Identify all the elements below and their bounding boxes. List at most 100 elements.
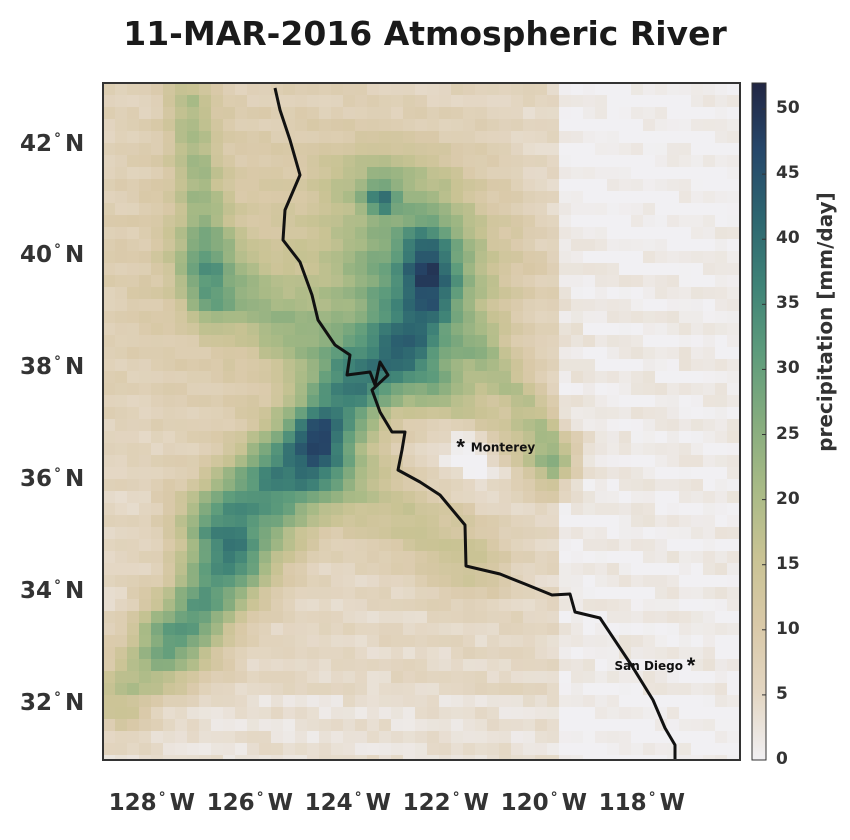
- grid-cell: [655, 479, 667, 491]
- grid-cell: [115, 167, 127, 179]
- grid-cell: [607, 311, 619, 323]
- grid-cell: [235, 479, 247, 491]
- grid-cell: [499, 275, 511, 287]
- grid-cell: [667, 203, 679, 215]
- grid-cell: [115, 515, 127, 527]
- grid-cell: [451, 191, 463, 203]
- grid-cell: [415, 107, 427, 119]
- grid-cell: [703, 623, 715, 635]
- grid-cell: [679, 383, 691, 395]
- grid-cell: [451, 95, 463, 107]
- grid-cell: [103, 695, 115, 707]
- grid-cell: [319, 251, 331, 263]
- grid-cell: [331, 419, 343, 431]
- grid-cell: [679, 731, 691, 743]
- grid-cell: [211, 647, 223, 659]
- grid-cell: [103, 563, 115, 575]
- grid-cell: [607, 671, 619, 683]
- grid-cell: [535, 599, 547, 611]
- grid-cell: [643, 263, 655, 275]
- grid-cell: [631, 143, 643, 155]
- grid-cell: [379, 599, 391, 611]
- grid-cell: [631, 419, 643, 431]
- grid-cell: [235, 599, 247, 611]
- y-tick-value: 38: [20, 354, 53, 381]
- grid-cell: [487, 443, 499, 455]
- grid-cell: [523, 227, 535, 239]
- grid-cell: [151, 239, 163, 251]
- grid-cell: [475, 503, 487, 515]
- grid-cell: [187, 179, 199, 191]
- grid-cell: [691, 575, 703, 587]
- grid-cell: [175, 227, 187, 239]
- grid-cell: [259, 683, 271, 695]
- grid-cell: [559, 671, 571, 683]
- grid-cell: [163, 635, 175, 647]
- grid-cell: [175, 167, 187, 179]
- grid-cell: [223, 215, 235, 227]
- grid-cell: [607, 419, 619, 431]
- grid-cell: [223, 203, 235, 215]
- grid-cell: [619, 95, 631, 107]
- grid-cell: [571, 539, 583, 551]
- grid-cell: [331, 455, 343, 467]
- grid-cell: [451, 107, 463, 119]
- grid-cell: [139, 311, 151, 323]
- grid-cell: [391, 431, 403, 443]
- grid-cell: [427, 299, 439, 311]
- colorbar-tick-label: 25: [776, 423, 800, 444]
- grid-cell: [499, 587, 511, 599]
- grid-cell: [259, 527, 271, 539]
- grid-cell: [247, 479, 259, 491]
- grid-cell: [307, 587, 319, 599]
- grid-cell: [211, 491, 223, 503]
- grid-cell: [187, 419, 199, 431]
- grid-cell: [103, 239, 115, 251]
- grid-cell: [511, 167, 523, 179]
- grid-cell: [331, 527, 343, 539]
- grid-cell: [259, 347, 271, 359]
- grid-cell: [355, 491, 367, 503]
- grid-cell: [631, 623, 643, 635]
- grid-cell: [427, 395, 439, 407]
- grid-cell: [571, 563, 583, 575]
- grid-cell: [595, 179, 607, 191]
- grid-cell: [259, 395, 271, 407]
- grid-cell: [271, 275, 283, 287]
- grid-cell: [295, 551, 307, 563]
- grid-cell: [127, 227, 139, 239]
- grid-cell: [151, 383, 163, 395]
- grid-cell: [223, 395, 235, 407]
- grid-cell: [187, 155, 199, 167]
- grid-cell: [559, 623, 571, 635]
- colorbar-tick-label: 20: [776, 488, 800, 509]
- grid-cell: [235, 215, 247, 227]
- grid-cell: [403, 299, 415, 311]
- grid-cell: [307, 359, 319, 371]
- grid-cell: [415, 227, 427, 239]
- grid-cell: [283, 659, 295, 671]
- grid-cell: [403, 491, 415, 503]
- grid-cell: [151, 503, 163, 515]
- grid-cell: [475, 83, 487, 95]
- grid-cell: [715, 251, 727, 263]
- grid-cell: [523, 551, 535, 563]
- grid-cell: [247, 503, 259, 515]
- grid-cell: [175, 659, 187, 671]
- grid-cell: [319, 215, 331, 227]
- grid-cell: [187, 383, 199, 395]
- grid-cell: [607, 119, 619, 131]
- grid-cell: [643, 191, 655, 203]
- grid-cell: [211, 167, 223, 179]
- grid-cell: [715, 683, 727, 695]
- grid-cell: [535, 83, 547, 95]
- grid-cell: [367, 335, 379, 347]
- grid-cell: [307, 599, 319, 611]
- grid-cell: [271, 503, 283, 515]
- grid-cell: [655, 383, 667, 395]
- grid-cell: [151, 335, 163, 347]
- grid-cell: [235, 311, 247, 323]
- grid-cell: [655, 503, 667, 515]
- grid-cell: [643, 359, 655, 371]
- grid-cell: [271, 431, 283, 443]
